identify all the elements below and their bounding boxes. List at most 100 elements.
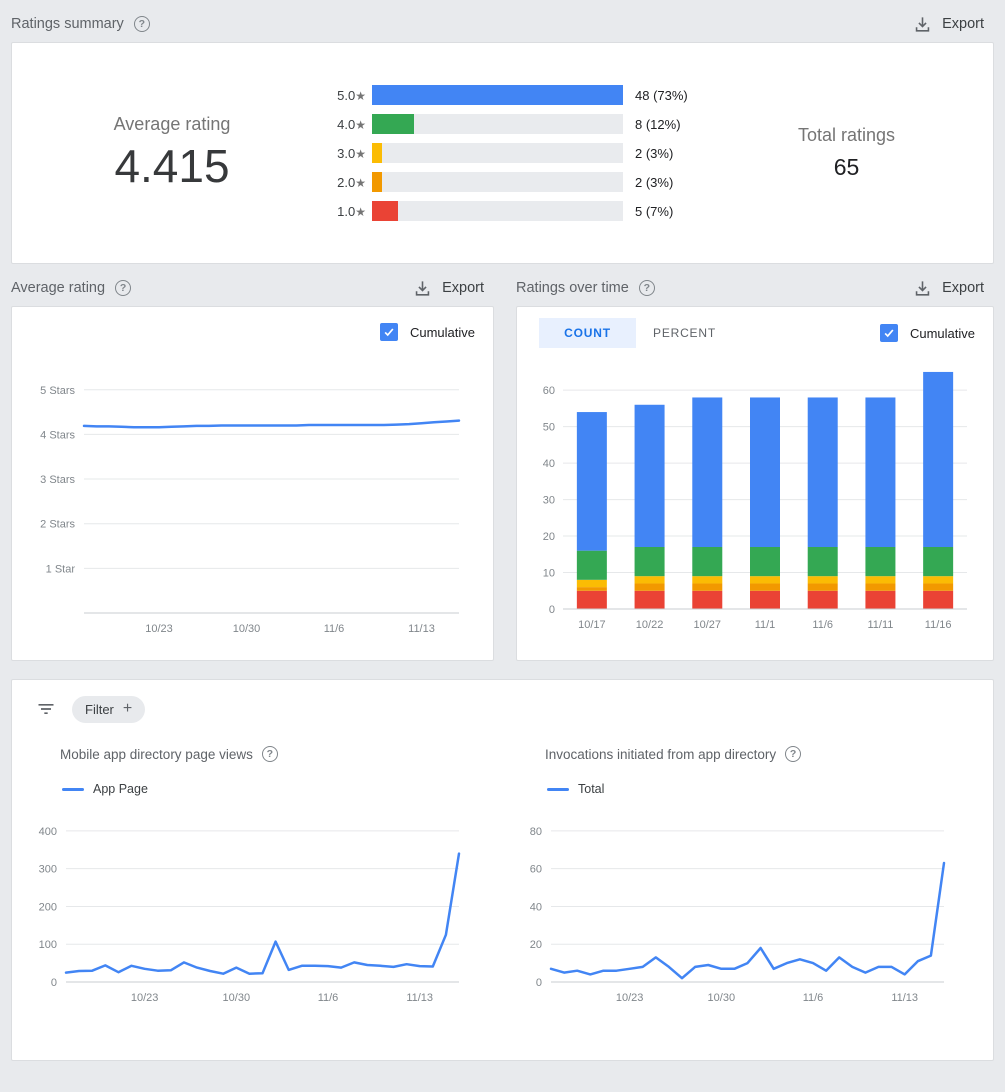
average-rating-block: Average rating 4.415 xyxy=(12,114,332,193)
page-views-title-group: Mobile app directory page views ? xyxy=(60,746,473,762)
rating-stars-label: 3.0★ xyxy=(337,145,366,161)
svg-text:20: 20 xyxy=(530,939,542,951)
rating-bar-fill xyxy=(372,201,399,221)
rating-distribution: 5.0★ 48 (73%) 4.0★ 8 (12%) 3.0★ 2 (3%) 2.0★ 2 (… xyxy=(332,76,700,230)
ratings-over-time-column: Ratings over time ? Export COUNT xyxy=(516,264,994,661)
page-views-chart-block: Mobile app directory page views ? App Pa… xyxy=(28,746,473,1024)
rating-stars-label: 1.0★ xyxy=(337,203,366,219)
page-views-legend-label: App Page xyxy=(93,782,148,796)
page-views-legend: App Page xyxy=(62,782,473,796)
rating-bar-fill xyxy=(372,114,414,134)
svg-text:30: 30 xyxy=(543,495,555,507)
svg-text:11/1: 11/1 xyxy=(755,619,776,631)
svg-text:50: 50 xyxy=(543,422,555,434)
svg-text:100: 100 xyxy=(39,939,57,951)
export-label: Export xyxy=(942,16,984,32)
svg-text:80: 80 xyxy=(530,826,542,838)
ratings-summary-title-group: Ratings summary ? xyxy=(11,16,150,32)
cumulative-checkbox[interactable] xyxy=(879,324,898,342)
rating-bar-track xyxy=(372,172,623,192)
tab-percent[interactable]: PERCENT xyxy=(653,326,716,340)
filter-chip[interactable]: Filter + xyxy=(72,695,146,723)
help-icon[interactable]: ? xyxy=(261,746,278,762)
svg-text:10/27: 10/27 xyxy=(694,619,722,631)
total-ratings-value: 65 xyxy=(833,154,860,180)
svg-text:11/6: 11/6 xyxy=(803,992,824,1004)
svg-text:11/16: 11/16 xyxy=(925,619,952,631)
invocations-legend: Total xyxy=(547,782,958,796)
rating-distribution-row: 4.0★ 8 (12%) xyxy=(332,114,700,134)
svg-text:1 Star: 1 Star xyxy=(46,563,76,575)
page-views-line-chart: 0 100 200 300 400 10/23 10/30 11/6 11/13 xyxy=(28,796,473,1024)
legend-line-swatch xyxy=(62,787,84,791)
cumulative-toggle-row: Cumulative xyxy=(879,324,975,342)
summary-export-button[interactable]: Export xyxy=(913,15,994,34)
cumulative-checkbox[interactable] xyxy=(379,323,398,341)
svg-text:11/13: 11/13 xyxy=(406,992,433,1004)
rating-bar-fill xyxy=(372,143,383,163)
svg-text:3 Stars: 3 Stars xyxy=(40,474,75,486)
legend-line-swatch xyxy=(547,787,569,791)
ratings-over-time-export-button[interactable]: Export xyxy=(913,279,994,298)
rating-stars-label: 5.0★ xyxy=(337,87,366,103)
help-icon[interactable]: ? xyxy=(638,280,655,296)
download-icon xyxy=(913,279,932,298)
total-ratings-label: Total ratings xyxy=(797,125,896,145)
average-rating-column: Average rating ? Export xyxy=(11,264,494,661)
tab-count[interactable]: COUNT xyxy=(539,318,636,348)
page-views-title: Mobile app directory page views xyxy=(60,746,253,762)
filter-row: Filter + xyxy=(28,694,973,724)
ratings-over-time-header: Ratings over time ? Export xyxy=(516,264,994,306)
filter-list-icon xyxy=(36,699,56,719)
rating-bar-track xyxy=(372,114,623,134)
svg-text:300: 300 xyxy=(39,864,57,876)
rating-stars-label: 4.0★ xyxy=(337,116,366,132)
svg-text:2 Stars: 2 Stars xyxy=(40,519,75,531)
star-icon: ★ xyxy=(355,146,366,161)
svg-text:40: 40 xyxy=(530,901,542,913)
svg-text:10/22: 10/22 xyxy=(636,619,664,631)
plus-icon: + xyxy=(122,700,133,717)
rating-distribution-row: 2.0★ 2 (3%) xyxy=(332,172,700,192)
svg-text:400: 400 xyxy=(39,826,57,838)
svg-text:11/6: 11/6 xyxy=(318,992,339,1004)
ratings-summary-card: Average rating 4.415 5.0★ 48 (73%) 4.0★ 8 (… xyxy=(11,42,994,264)
directory-metrics-card: Filter + Mobile app directory page views… xyxy=(11,679,994,1061)
svg-text:10/30: 10/30 xyxy=(708,992,736,1004)
help-icon[interactable]: ? xyxy=(133,16,150,32)
help-icon[interactable]: ? xyxy=(115,280,132,296)
rating-bar-track xyxy=(372,85,623,105)
svg-text:0: 0 xyxy=(51,977,57,989)
download-icon xyxy=(413,279,432,298)
directory-charts-row: Mobile app directory page views ? App Pa… xyxy=(28,746,973,1024)
svg-text:10: 10 xyxy=(543,568,555,580)
rating-distribution-row: 5.0★ 48 (73%) xyxy=(332,85,700,105)
help-icon[interactable]: ? xyxy=(785,746,802,762)
invocations-title-group: Invocations initiated from app directory… xyxy=(545,746,958,762)
average-rating-export-button[interactable]: Export xyxy=(413,279,494,298)
svg-text:20: 20 xyxy=(543,531,555,543)
rating-bar-fill xyxy=(372,172,383,192)
rating-bar-fill xyxy=(372,85,623,105)
svg-text:60: 60 xyxy=(530,864,542,876)
filter-chip-label: Filter xyxy=(85,701,114,717)
cumulative-toggle-row: Cumulative xyxy=(22,315,483,345)
svg-text:10/30: 10/30 xyxy=(233,623,261,635)
total-ratings-block: Total ratings 65 xyxy=(700,125,993,181)
svg-text:0: 0 xyxy=(549,604,555,616)
svg-text:11/13: 11/13 xyxy=(408,623,435,635)
invocations-chart-block: Invocations initiated from app directory… xyxy=(513,746,958,1024)
charts-row: Average rating ? Export xyxy=(11,264,994,661)
cumulative-label: Cumulative xyxy=(909,325,975,341)
ratings-summary-header: Ratings summary ? Export xyxy=(11,0,994,42)
svg-text:11/6: 11/6 xyxy=(324,623,345,635)
rating-count-label: 2 (3%) xyxy=(635,174,674,190)
svg-text:11/13: 11/13 xyxy=(891,992,918,1004)
svg-text:10/23: 10/23 xyxy=(616,992,644,1004)
ratings-over-time-chart-card: COUNT PERCENT Cumulative 0 10 20 30 40 50 60 10… xyxy=(516,306,994,661)
svg-text:11/6: 11/6 xyxy=(812,619,833,631)
average-rating-value: 4.415 xyxy=(114,139,230,192)
average-rating-chart-card: Cumulative 5 Stars 4 Stars 3 Stars 2 Stars 1… xyxy=(11,306,494,661)
svg-text:10/17: 10/17 xyxy=(578,619,606,631)
export-label: Export xyxy=(942,280,984,296)
